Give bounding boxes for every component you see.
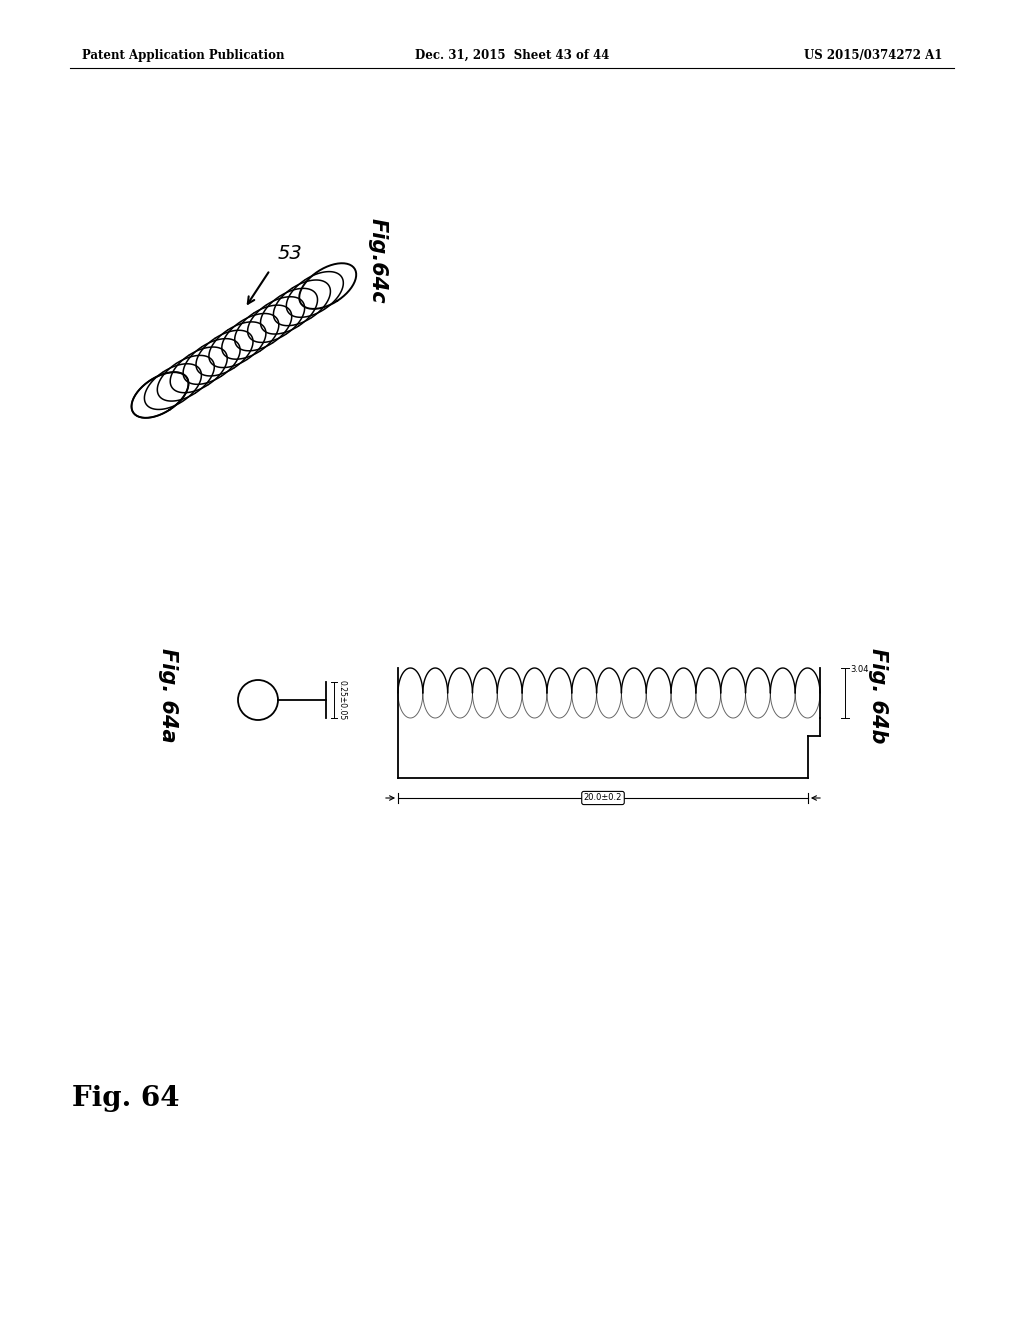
Text: Fig. 64a: Fig. 64a — [158, 648, 178, 743]
Text: 0.25±0.05: 0.25±0.05 — [338, 680, 347, 721]
Text: 3.04: 3.04 — [850, 665, 868, 675]
Text: Fig. 64b: Fig. 64b — [868, 648, 888, 743]
Text: 20.0±0.2: 20.0±0.2 — [584, 793, 623, 803]
Text: Fig.64c: Fig.64c — [368, 218, 388, 304]
Text: Patent Application Publication: Patent Application Publication — [82, 49, 285, 62]
Text: Dec. 31, 2015  Sheet 43 of 44: Dec. 31, 2015 Sheet 43 of 44 — [415, 49, 609, 62]
Text: US 2015/0374272 A1: US 2015/0374272 A1 — [804, 49, 942, 62]
Text: 53: 53 — [278, 244, 303, 263]
Text: Fig. 64: Fig. 64 — [72, 1085, 179, 1111]
